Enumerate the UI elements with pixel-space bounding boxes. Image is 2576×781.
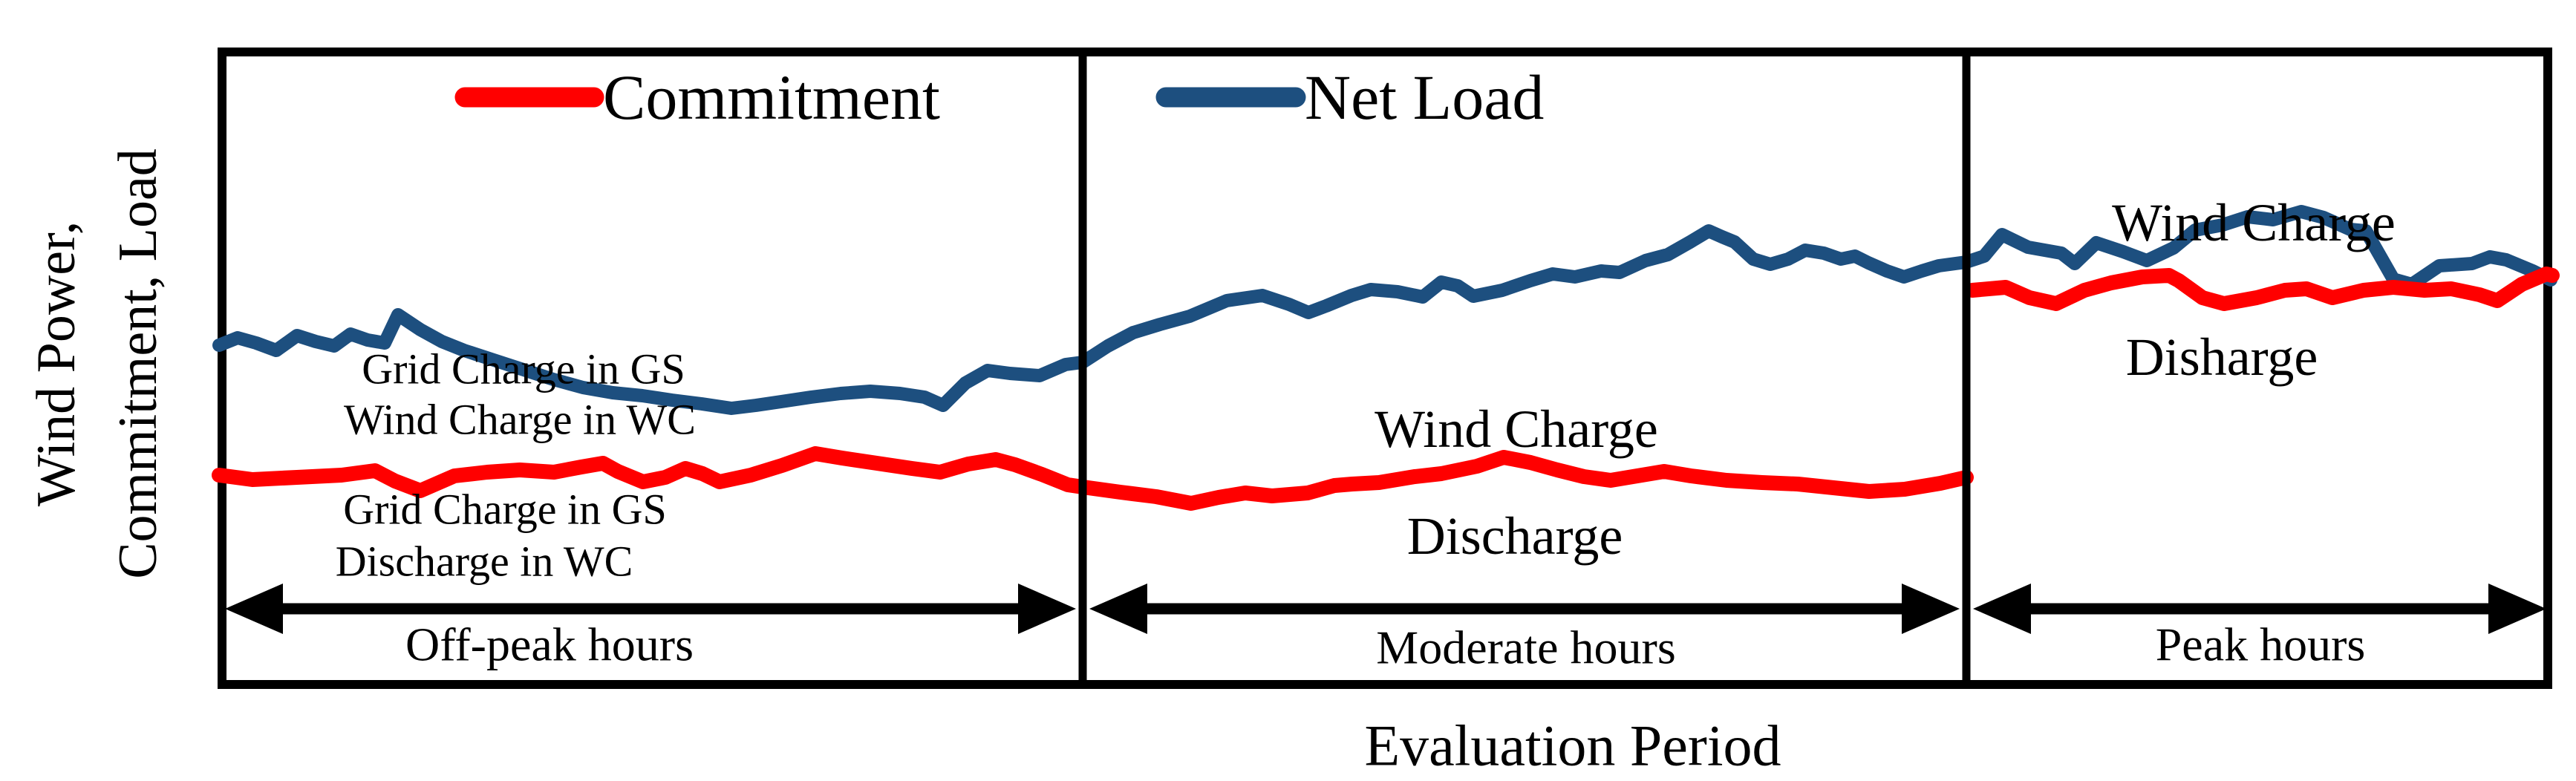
y-axis-label-line2: Commitment, Load	[108, 148, 169, 579]
net-load-line-segment-0	[212, 205, 2557, 415]
y-axis-label-line1: Wind Power,	[26, 221, 87, 507]
commitment-line-segment-0	[212, 446, 1974, 511]
legend-label-net-load: Net Load	[1305, 62, 1544, 133]
annotation-6-wind-charge: Wind Charge	[2112, 193, 2396, 252]
legend-label-commitment: Commitment	[603, 62, 940, 133]
annotation-2-grid-charge-in-gs: Grid Charge in GS	[343, 486, 667, 534]
period-arrow-left-head-1	[1089, 584, 1147, 634]
x-axis-label: Evaluation Period	[1364, 713, 1781, 778]
annotation-7-disharge: Disharge	[2126, 327, 2318, 387]
period-arrow-right-head-0	[1018, 584, 1076, 634]
period-label-peak-hours: Peak hours	[2156, 618, 2366, 671]
annotation-1-wind-charge-in-wc: Wind Charge in WC	[344, 396, 696, 444]
annotation-4-wind-charge: Wind Charge	[1375, 399, 1658, 459]
period-arrow-left-head-0	[225, 584, 283, 634]
annotation-3-discharge-in-wc: Discharge in WC	[336, 537, 633, 586]
period-arrow-right-head-2	[2488, 584, 2546, 634]
commitment-line-segment-1	[1965, 267, 2560, 311]
period-label-off-peak-hours: Off-peak hours	[405, 618, 694, 671]
plot-border	[218, 48, 2552, 689]
annotation-5-discharge: Discharge	[1407, 506, 1623, 566]
period-arrow-left-head-2	[1973, 584, 2031, 634]
annotation-0-grid-charge-in-gs: Grid Charge in GS	[362, 345, 685, 393]
period-arrow-right-head-1	[1902, 584, 1960, 634]
period-label-moderate-hours: Moderate hours	[1376, 621, 1675, 674]
